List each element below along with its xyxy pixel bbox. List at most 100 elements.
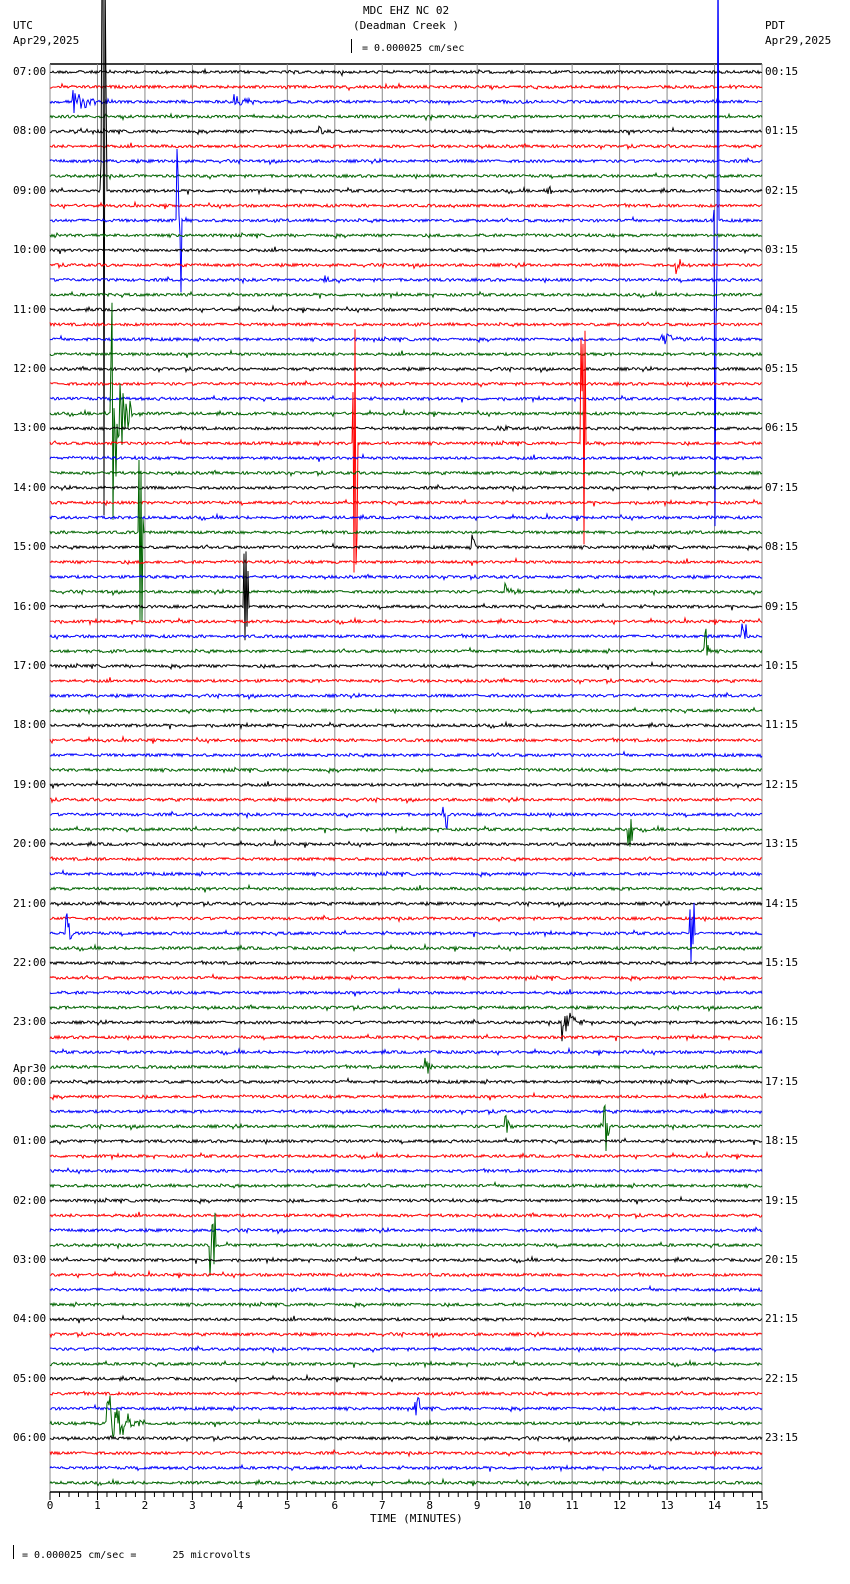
- seismic-trace: [49, 779, 763, 789]
- seismic-trace: [49, 806, 763, 830]
- left-date: Apr29,2025: [13, 34, 80, 47]
- pdt-hour-label: 15:15: [765, 956, 799, 969]
- seismic-trace: [49, 1390, 763, 1397]
- pdt-hour-label: 23:15: [765, 1431, 799, 1445]
- seismic-trace: [49, 706, 763, 716]
- pdt-hour-label: 20:15: [765, 1253, 799, 1266]
- x-tick-label: 14: [707, 1499, 722, 1512]
- seismic-trace: [49, 1330, 763, 1339]
- seismic-trace: [49, 231, 763, 240]
- seismic-trace: [49, 766, 763, 775]
- seismic-trace: [49, 304, 763, 314]
- seismic-trace: [49, 483, 763, 493]
- pdt-hour-label: 06:15: [765, 421, 799, 435]
- seismic-trace: [49, 796, 763, 805]
- seismic-trace: [49, 942, 763, 953]
- utc-hour-label: 05:00: [13, 1371, 47, 1385]
- seismic-trace: [49, 900, 763, 909]
- x-tick-label: 8: [426, 1499, 434, 1512]
- utc-hour-label: 10:00: [13, 243, 47, 257]
- seismic-trace: [49, 1396, 763, 1416]
- seismic-trace: [49, 82, 763, 92]
- seismic-trace: [49, 959, 763, 967]
- utc-hour-label: 04:00: [13, 1312, 47, 1326]
- seismic-trace: [49, 1373, 763, 1383]
- date-change-label: Apr30: [13, 1061, 47, 1075]
- seismic-trace: [49, 112, 763, 122]
- seismic-trace: [49, 275, 763, 285]
- seismic-trace: [49, 1211, 763, 1220]
- utc-hour-label: 20:00: [13, 837, 47, 851]
- seismic-trace: [49, 973, 763, 983]
- seismic-trace: [49, 1359, 762, 1369]
- pdt-hour-label: 12:15: [765, 777, 799, 791]
- seismic-trace: [49, 1395, 763, 1439]
- pdt-hour-label: 07:15: [765, 480, 799, 494]
- seismic-trace: [49, 1004, 763, 1013]
- seismic-trace: [49, 469, 763, 478]
- seismic-trace: [49, 157, 763, 166]
- seismic-trace: [49, 623, 763, 641]
- seismic-trace: [49, 1212, 763, 1276]
- utc-hour-label: 13:00: [13, 421, 47, 435]
- seismic-trace: [49, 1033, 763, 1042]
- seismic-trace: [49, 1284, 763, 1293]
- right-date: Apr29,2025: [765, 34, 832, 47]
- seismic-trace: [49, 0, 763, 527]
- utc-hour-label: 15:00: [13, 540, 47, 554]
- utc-hour-label: 09:00: [13, 183, 47, 197]
- seismic-trace: [49, 1108, 763, 1116]
- seismic-trace: [49, 691, 762, 701]
- seismic-trace: [49, 0, 763, 516]
- seismic-trace: [49, 365, 763, 374]
- seismic-trace: [49, 512, 763, 522]
- seismic-trace: [49, 1076, 763, 1086]
- pdt-hour-label: 19:15: [765, 1193, 799, 1207]
- seismic-trace: [49, 259, 763, 275]
- seismic-trace: [49, 1301, 763, 1309]
- seismic-trace: [49, 1057, 763, 1074]
- seismic-trace: [49, 171, 763, 181]
- seismic-trace: [49, 581, 763, 597]
- seismic-trace: [49, 987, 763, 997]
- pdt-hour-label: 18:15: [765, 1134, 799, 1148]
- x-tick-label: 4: [236, 1499, 244, 1512]
- pdt-hour-label: 09:15: [765, 599, 799, 613]
- seismic-trace: [49, 819, 763, 847]
- seismic-trace: [49, 660, 763, 671]
- seismic-trace: [49, 1269, 763, 1279]
- pdt-hour-label: 04:15: [765, 302, 799, 316]
- utc-hour-label: 18:00: [13, 718, 47, 732]
- seismic-trace: [49, 90, 763, 114]
- x-tick-label: 1: [94, 1499, 101, 1512]
- left-timezone: UTC: [13, 19, 33, 32]
- seismic-trace: [49, 1103, 763, 1152]
- seismic-trace: [49, 423, 763, 432]
- seismic-trace: [49, 868, 763, 879]
- seismic-trace: [49, 677, 763, 686]
- utc-hour-label: 03:00: [13, 1253, 47, 1266]
- seismic-trace: [49, 720, 763, 730]
- seismic-trace: [49, 1314, 763, 1324]
- seismic-trace: [49, 349, 763, 358]
- x-tick-label: 9: [473, 1499, 481, 1512]
- pdt-hour-label: 00:15: [765, 65, 799, 78]
- x-tick-label: 0: [46, 1499, 54, 1512]
- seismic-trace: [49, 1463, 763, 1473]
- utc-hour-label: 23:00: [13, 1015, 47, 1029]
- seismic-trace: [49, 321, 763, 328]
- seismic-trace: [49, 302, 763, 520]
- utc-hour-label: 07:00: [13, 65, 47, 78]
- seismic-trace: [49, 125, 763, 136]
- seismic-trace: [49, 855, 763, 863]
- seismic-trace: [49, 1180, 763, 1189]
- pdt-hour-label: 16:15: [765, 1015, 799, 1029]
- pdt-hour-label: 13:15: [765, 837, 799, 851]
- seismic-trace: [49, 902, 763, 963]
- x-tick-label: 7: [378, 1499, 386, 1512]
- seismic-trace: [49, 498, 763, 508]
- pdt-hour-label: 01:15: [765, 124, 799, 138]
- station-name: (Deadman Creek ): [353, 19, 459, 32]
- utc-hour-label: 21:00: [13, 896, 47, 910]
- x-tick-label: 11: [565, 1499, 579, 1512]
